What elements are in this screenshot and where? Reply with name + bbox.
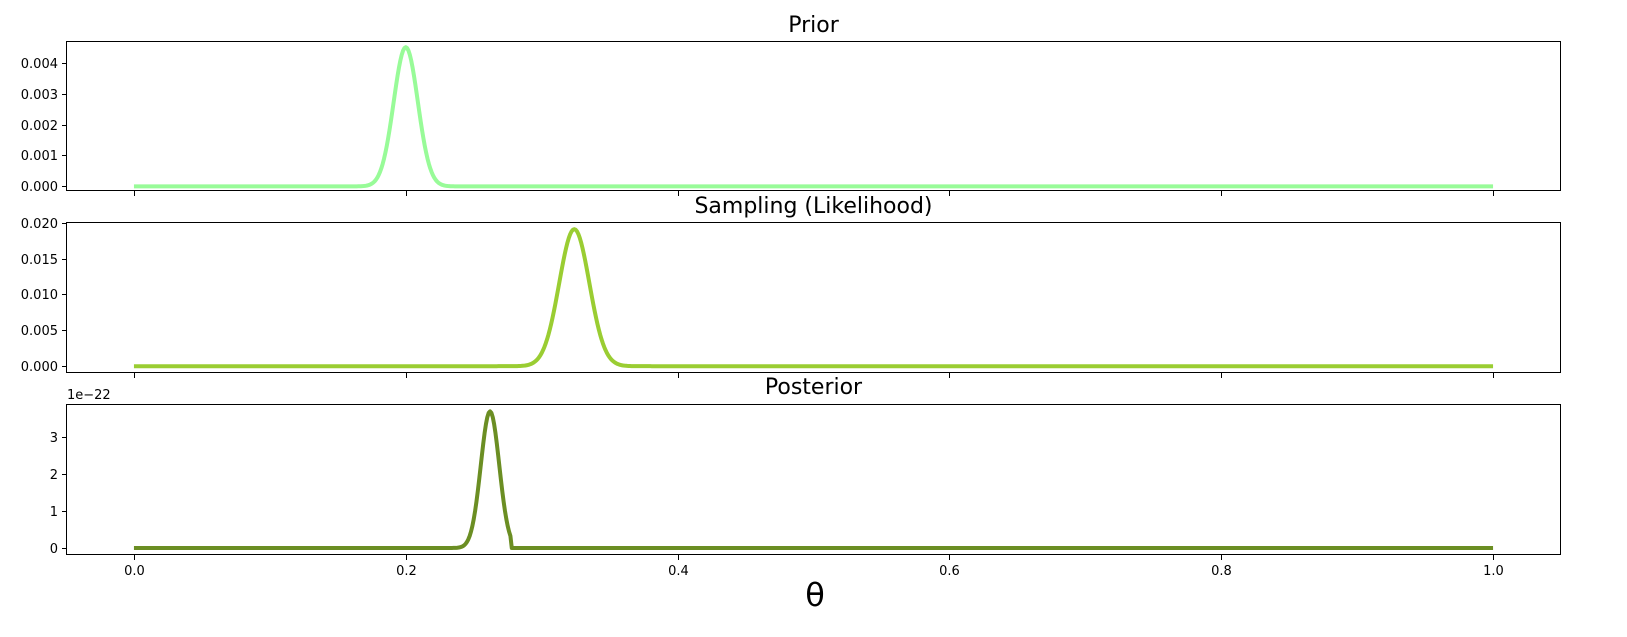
likelihood-x-axis <box>134 373 1494 378</box>
prior-ytick-label: 0.001 <box>21 149 58 164</box>
prior-ytick-label: 0.000 <box>21 180 58 195</box>
likelihood-ytick-label: 0.005 <box>21 324 58 339</box>
posterior-ytick-label: 3 <box>50 431 58 446</box>
prior-ytick-label: 0.003 <box>21 88 58 103</box>
prior-panel: Prior 0.000 0.001 0.002 0.003 0.004 <box>21 13 1561 196</box>
prior-x-axis <box>134 191 1494 196</box>
likelihood-ytick-label: 0.020 <box>21 217 58 232</box>
posterior-ytick-label: 1 <box>50 505 58 520</box>
likelihood-plot-frame <box>66 222 1561 373</box>
posterior-xtick-label: 0.4 <box>668 564 689 579</box>
posterior-ytick-label: 0 <box>50 542 58 557</box>
posterior-xtick-label: 0.2 <box>396 564 417 579</box>
prior-plot-frame <box>66 41 1561 191</box>
likelihood-panel: Sampling (Likelihood) 0.0000.0050.0100.0… <box>21 194 1561 378</box>
posterior-ytick-label: 2 <box>50 468 58 483</box>
posterior-title: Posterior <box>765 375 863 400</box>
likelihood-title: Sampling (Likelihood) <box>694 194 932 219</box>
posterior-curve <box>133 409 1494 550</box>
prior-ytick-label: 0.002 <box>21 119 58 134</box>
posterior-plot-frame <box>66 404 1561 555</box>
posterior-y-axis: 0 1 2 3 <box>50 431 67 557</box>
posterior-xtick-label: 0.6 <box>939 564 960 579</box>
prior-ytick-label: 0.004 <box>21 57 58 72</box>
prior-y-axis: 0.000 0.001 0.002 0.003 0.004 <box>21 57 67 195</box>
x-axis-label: θ <box>805 576 825 614</box>
likelihood-ytick-label: 0.010 <box>21 288 58 303</box>
likelihood-curve <box>133 227 1494 369</box>
likelihood-ytick-label: 0.015 <box>21 253 58 268</box>
posterior-x-axis: 0.0 0.2 0.4 0.6 0.8 1.0 <box>124 555 1504 579</box>
posterior-xtick-label: 0.0 <box>124 564 145 579</box>
likelihood-ytick-label: 0.000 <box>21 360 58 375</box>
posterior-xtick-label: 0.8 <box>1211 564 1232 579</box>
prior-curve <box>133 45 1494 189</box>
posterior-xtick-label: 1.0 <box>1483 564 1504 579</box>
posterior-offset-text: 1e−22 <box>67 388 111 403</box>
prior-title: Prior <box>788 13 839 38</box>
likelihood-y-axis: 0.000 0.005 0.010 0.015 0.020 <box>21 217 67 375</box>
